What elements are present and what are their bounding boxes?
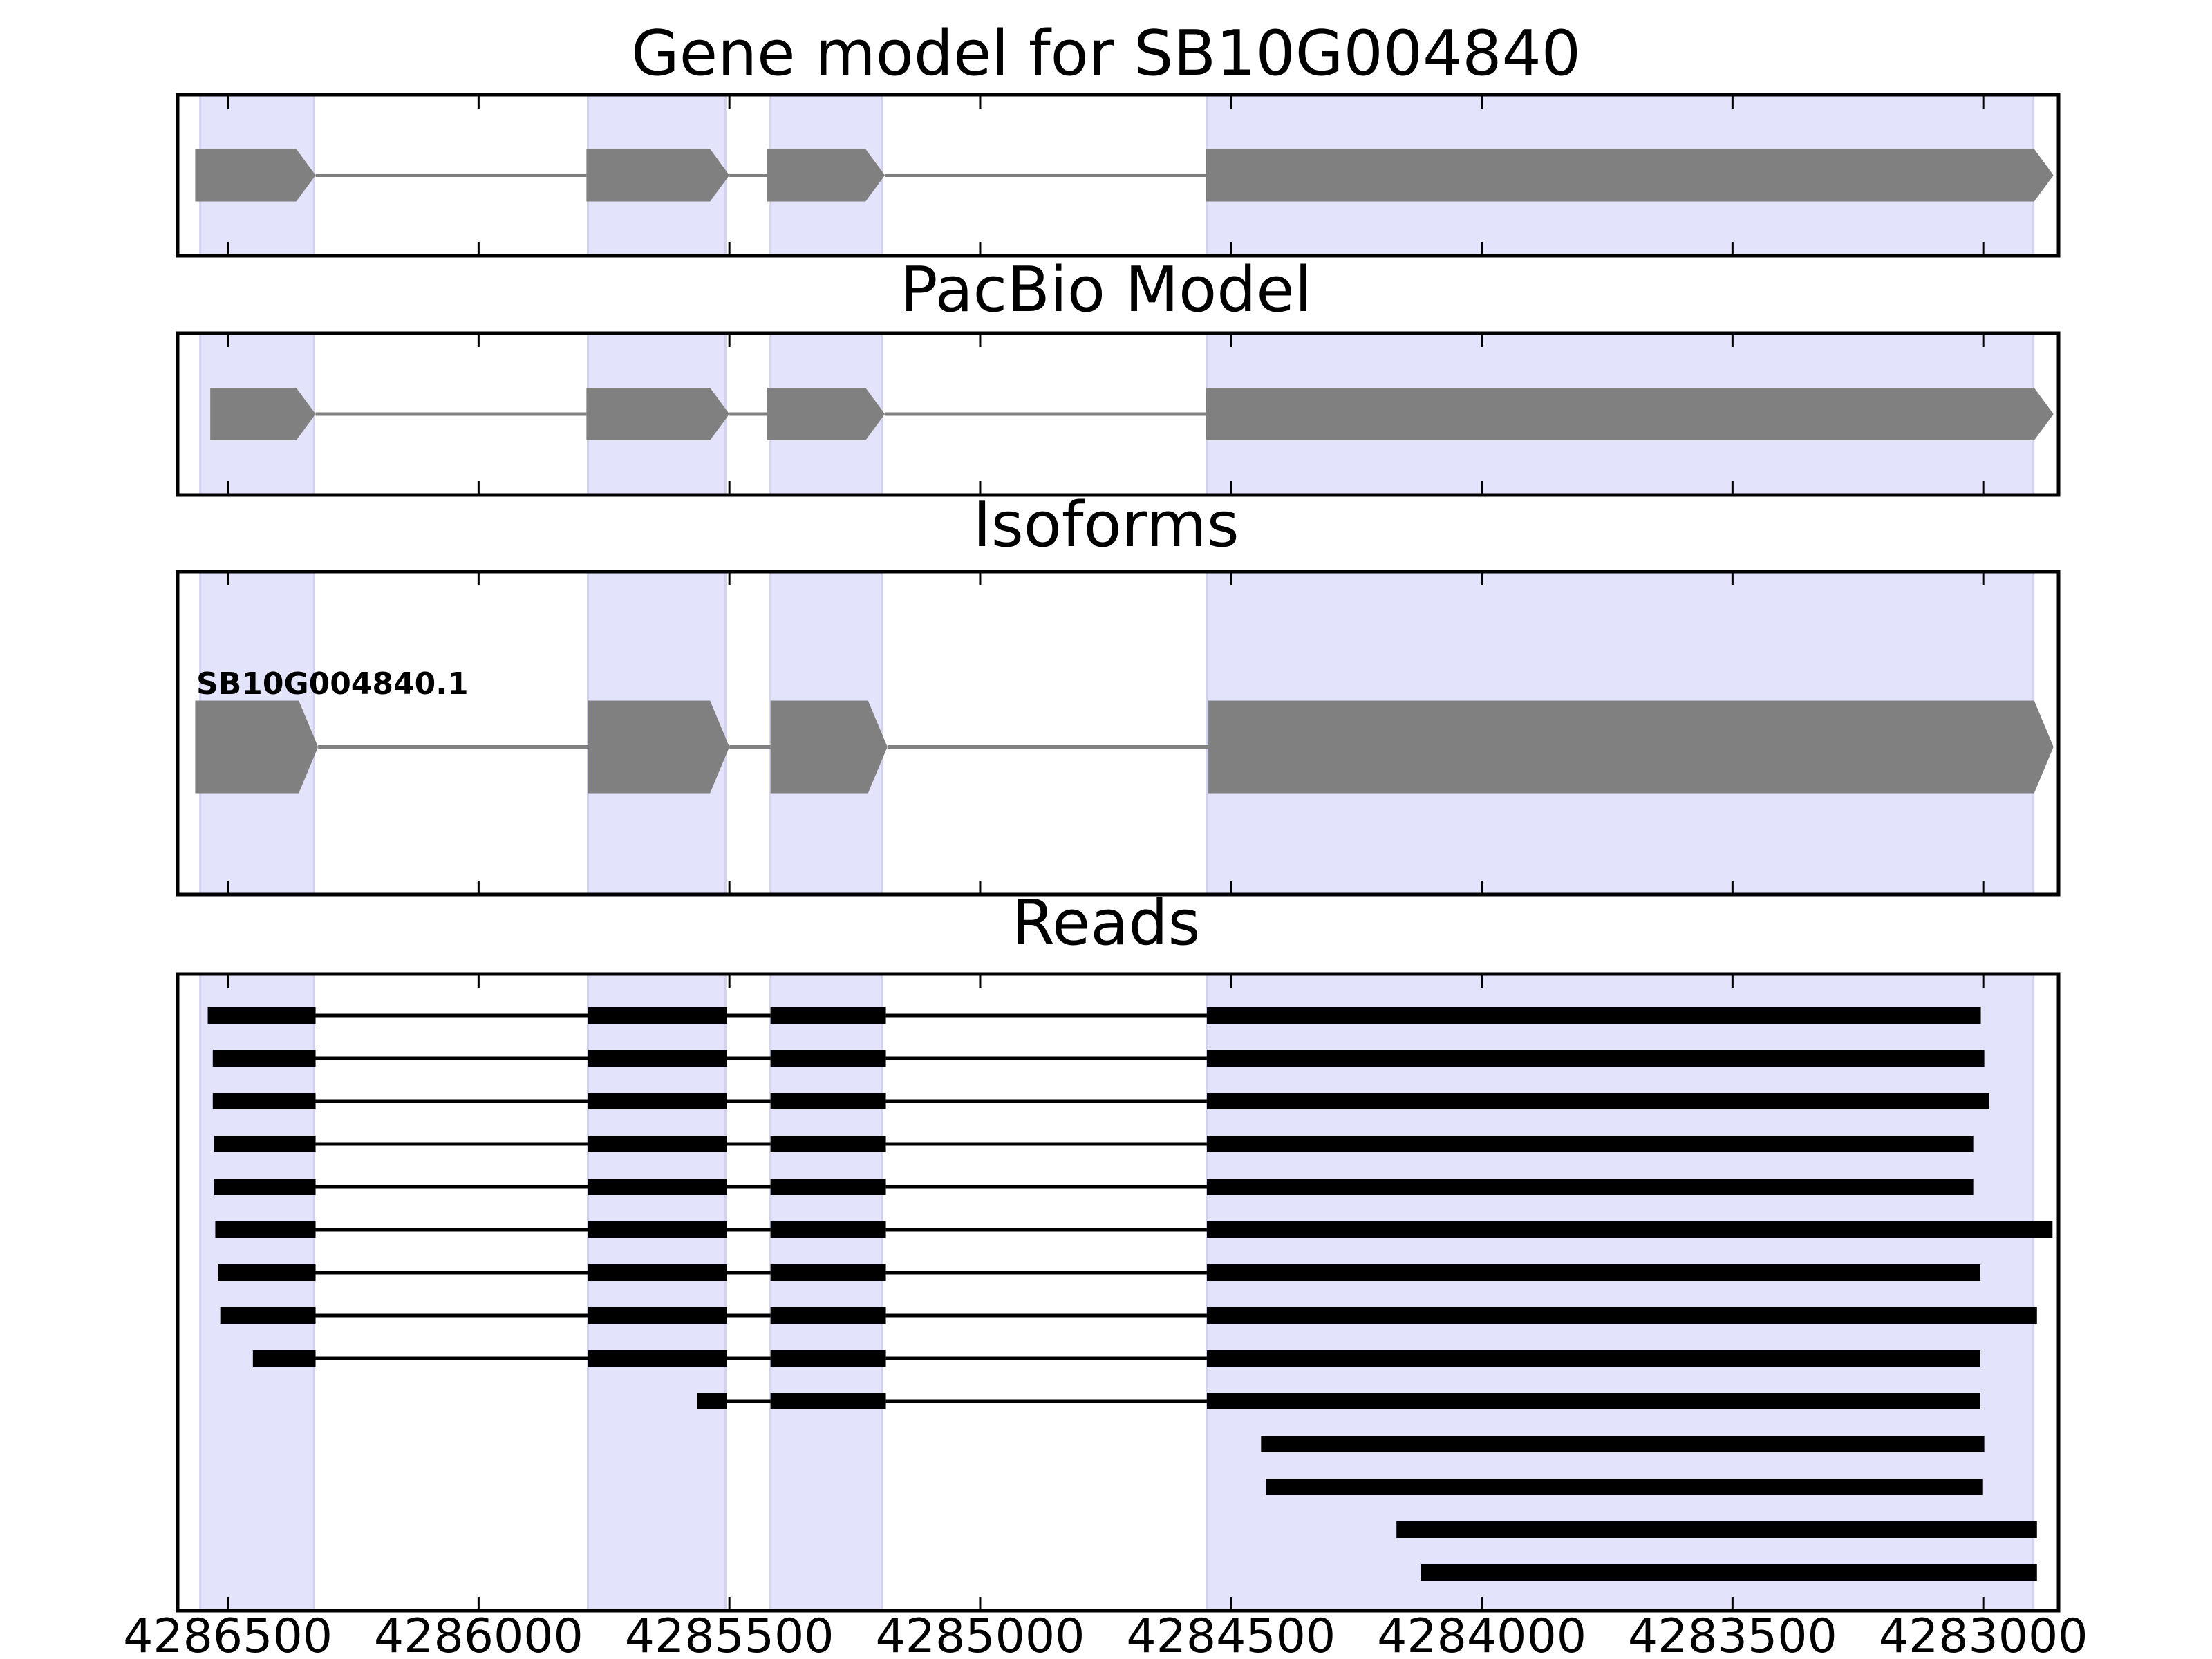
pacbio-model-panel	[176, 331, 2061, 497]
read-exon-block	[1261, 1436, 1985, 1452]
exon-region-shade	[769, 973, 883, 1612]
read-exon-block	[770, 1136, 886, 1152]
x-tick-label: 4286000	[374, 1609, 583, 1659]
panel-title-gene-model: Gene model for SB10G004840	[631, 17, 1581, 90]
read-exon-block	[588, 1050, 727, 1067]
read-exon-block	[218, 1264, 316, 1281]
isoforms-panel: SB10G004840.1	[176, 570, 2061, 897]
read-exon-block	[214, 1179, 316, 1195]
panel-title-isoforms: Isoforms	[973, 489, 1239, 561]
read-exon-block	[588, 1264, 727, 1281]
panel-title-pacbio-model: PacBio Model	[900, 254, 1312, 326]
exon-region-shade	[1206, 973, 2035, 1612]
read-exon-block	[220, 1307, 316, 1324]
read-exon-block	[1421, 1564, 2037, 1581]
x-tick-label: 4285500	[625, 1609, 834, 1659]
read-exon-block	[1396, 1521, 2037, 1538]
read-exon-block	[770, 1179, 886, 1195]
panel-frame	[176, 93, 2061, 258]
read-exon-block	[770, 1264, 886, 1281]
x-tick-label: 4283500	[1628, 1609, 1837, 1659]
read-exon-block	[215, 1221, 316, 1238]
exon-arrow	[770, 700, 888, 794]
read-exon-block	[588, 1221, 727, 1238]
exon-arrow	[588, 700, 730, 794]
read-exon-block	[770, 1007, 886, 1024]
x-tick-label: 4284500	[1126, 1609, 1335, 1659]
exon-arrow	[1206, 149, 2054, 202]
read-exon-block	[212, 1093, 316, 1109]
exon-arrow	[1208, 700, 2054, 794]
read-exon-block	[588, 1136, 727, 1152]
exon-arrow	[586, 388, 730, 440]
read-exon-block	[588, 1093, 727, 1109]
read-exon-block	[1266, 1479, 1983, 1495]
exon-arrow	[767, 388, 885, 440]
read-exon-block	[770, 1393, 886, 1409]
x-tick-label: 4284000	[1377, 1609, 1586, 1659]
read-exon-block	[1206, 1136, 1974, 1152]
isoform-label: SB10G004840.1	[196, 666, 469, 702]
read-exon-block	[588, 1007, 727, 1024]
x-tick-label: 4285000	[876, 1609, 1085, 1659]
read-exon-block	[214, 1136, 316, 1152]
read-exon-block	[212, 1050, 316, 1067]
read-exon-block	[588, 1307, 727, 1324]
read-exon-block	[1206, 1221, 2053, 1238]
x-tick-label: 4286500	[123, 1609, 332, 1659]
read-exon-block	[588, 1179, 727, 1195]
exon-region-shade	[199, 973, 315, 1612]
x-axis-tick-labels: 4286500 4286000 4285500 4285000 4284500 42840…	[123, 1609, 2088, 1659]
read-exon-block	[1206, 1307, 2037, 1324]
read-exon-block	[770, 1050, 886, 1067]
read-exon-block	[588, 1350, 727, 1367]
exon-arrow	[195, 149, 316, 202]
panel-frame	[176, 972, 2061, 1613]
gene-model-panel	[176, 93, 2061, 258]
read-exon-block	[770, 1093, 886, 1109]
read-exon-block	[1206, 1093, 1989, 1109]
x-tick-label: 4283000	[1879, 1609, 2088, 1659]
read-exon-block	[1206, 1393, 1980, 1409]
read-exon-block	[207, 1007, 316, 1024]
exon-arrow	[586, 149, 730, 202]
exon-arrow	[195, 700, 319, 794]
exon-arrow	[210, 388, 316, 440]
read-exon-block	[1206, 1007, 1981, 1024]
exon-arrow	[1206, 388, 2054, 440]
exon-region-shade	[587, 973, 727, 1612]
panel-frame	[176, 570, 2061, 897]
read-exon-block	[1206, 1264, 1980, 1281]
read-exon-block	[696, 1393, 727, 1409]
exon-arrow	[767, 149, 885, 202]
read-exon-block	[1206, 1050, 1985, 1067]
read-exon-block	[252, 1350, 316, 1367]
panel-frame	[176, 331, 2061, 497]
read-exon-block	[770, 1307, 886, 1324]
read-exon-block	[1206, 1350, 1980, 1367]
read-exon-block	[1206, 1179, 1974, 1195]
read-exon-block	[770, 1350, 886, 1367]
reads-panel	[176, 972, 2061, 1613]
read-exon-block	[770, 1221, 886, 1238]
panel-title-reads: Reads	[1011, 887, 1200, 959]
